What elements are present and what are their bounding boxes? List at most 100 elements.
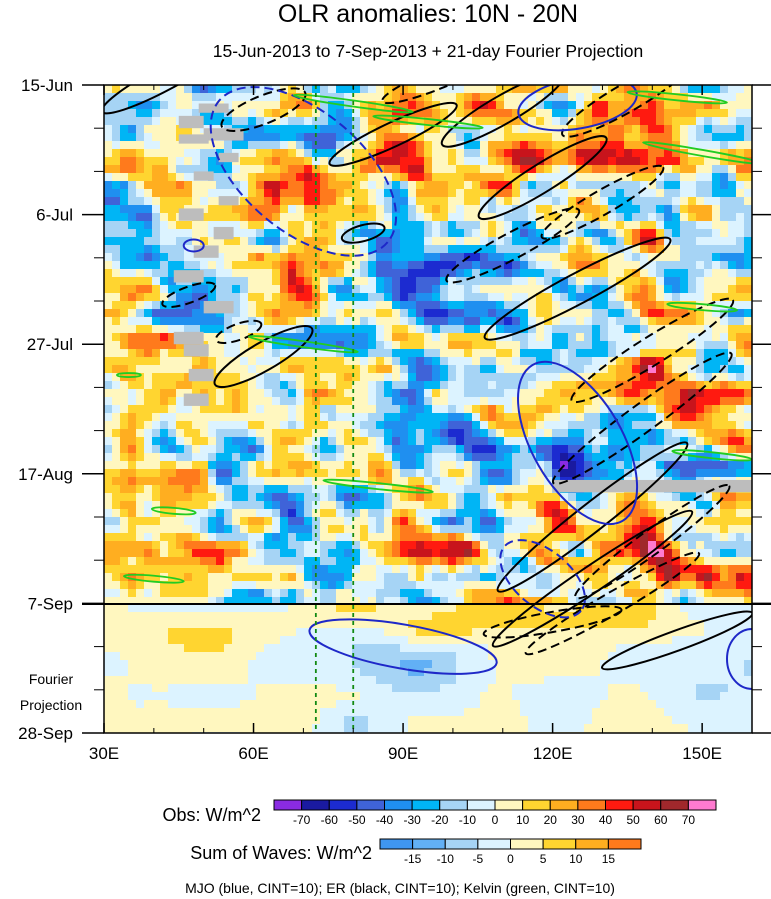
- obs-cell: [272, 557, 281, 566]
- obs-cell: [128, 557, 137, 566]
- obs-cell: [216, 541, 225, 550]
- obs-cell: [656, 509, 665, 518]
- obs-cell: [336, 485, 345, 494]
- obs-cell: [280, 165, 289, 174]
- obs-cell: [600, 541, 609, 550]
- obs-cell: [512, 157, 521, 166]
- obs-cell: [384, 437, 393, 446]
- obs-cell: [240, 189, 249, 198]
- obs-cell: [384, 573, 393, 582]
- obs-cell: [288, 253, 297, 262]
- obs-cell: [352, 117, 361, 126]
- obs-cell: [128, 93, 137, 102]
- obs-cell: [560, 341, 569, 350]
- obs-cell: [488, 469, 497, 478]
- obs-cell: [360, 269, 369, 278]
- obs-cell: [264, 357, 273, 366]
- obs-cell: [712, 93, 721, 102]
- obs-cell: [664, 181, 673, 190]
- obs-cell: [104, 437, 113, 446]
- obs-cell: [544, 157, 553, 166]
- obs-cell: [504, 277, 513, 286]
- obs-cell: [296, 317, 305, 326]
- obs-cell: [400, 269, 409, 278]
- obs-cell: [640, 405, 649, 414]
- obs-cell: [488, 461, 497, 470]
- obs-cell: [384, 389, 393, 398]
- obs-cell: [464, 509, 473, 518]
- obs-cell: [648, 221, 657, 230]
- obs-cell: [344, 85, 353, 94]
- obs-cell: [472, 429, 481, 438]
- obs-cell: [704, 205, 713, 214]
- obs-cell: [136, 293, 145, 302]
- obs-cell: [216, 349, 225, 358]
- obs-cell: [216, 109, 225, 118]
- obs-cell: [704, 533, 713, 542]
- obs-cell: [704, 469, 713, 478]
- obs-cell: [624, 293, 633, 302]
- obs-cell: [608, 453, 617, 462]
- obs-cell: [424, 205, 433, 214]
- obs-cell: [496, 141, 505, 150]
- obs-cell: [704, 85, 713, 94]
- obs-cell: [296, 141, 305, 150]
- obs-cell: [424, 173, 433, 182]
- obs-cell: [528, 381, 537, 390]
- obs-cell: [408, 341, 417, 350]
- obs-cell: [176, 149, 185, 158]
- obs-cell: [176, 437, 185, 446]
- obs-cell: [608, 493, 617, 502]
- obs-cell: [624, 437, 633, 446]
- obs-cell: [520, 205, 529, 214]
- obs-cell: [224, 261, 233, 270]
- obs-cell: [600, 565, 609, 574]
- obs-cell: [488, 277, 497, 286]
- obs-cell: [216, 205, 225, 214]
- obs-cell: [528, 269, 537, 278]
- obs-cell: [480, 493, 489, 502]
- obs-cell: [392, 517, 401, 526]
- obs-cell: [624, 189, 633, 198]
- obs-cell: [520, 357, 529, 366]
- obs-cell: [208, 557, 217, 566]
- obs-cell: [192, 237, 201, 246]
- obs-cell: [480, 405, 489, 414]
- obs-cell: [744, 109, 752, 118]
- obs-cell: [424, 349, 433, 358]
- obs-cell: [480, 365, 489, 374]
- obs-cell: [456, 437, 465, 446]
- obs-cell: [488, 173, 497, 182]
- obs-cell: [168, 421, 177, 430]
- obs-cell: [728, 421, 737, 430]
- obs-cell: [376, 125, 385, 134]
- obs-cell: [144, 125, 153, 134]
- obs-cell: [328, 117, 337, 126]
- obs-cell: [224, 277, 233, 286]
- obs-cell: [192, 485, 201, 494]
- obs-cell: [336, 341, 345, 350]
- obs-cell: [208, 501, 217, 510]
- obs-cell: [576, 565, 585, 574]
- obs-cell: [608, 157, 617, 166]
- obs-cell: [512, 429, 521, 438]
- obs-cell: [696, 501, 705, 510]
- obs-cell: [280, 373, 289, 382]
- obs-cell: [328, 277, 337, 286]
- obs-cell: [560, 85, 569, 94]
- obs-cell: [312, 557, 321, 566]
- obs-cell: [464, 445, 473, 454]
- obs-cell: [480, 437, 489, 446]
- obs-cell: [360, 285, 369, 294]
- obs-cell: [216, 557, 225, 566]
- obs-cell: [232, 405, 241, 414]
- obs-cell: [456, 253, 465, 262]
- obs-cell: [112, 429, 121, 438]
- obs-cell: [408, 325, 417, 334]
- obs-cell: [144, 325, 153, 334]
- obs-cell: [584, 117, 593, 126]
- obs-cell: [472, 173, 481, 182]
- obs-cell: [488, 525, 497, 534]
- obs-cell: [352, 461, 361, 470]
- obs-cell: [312, 413, 321, 422]
